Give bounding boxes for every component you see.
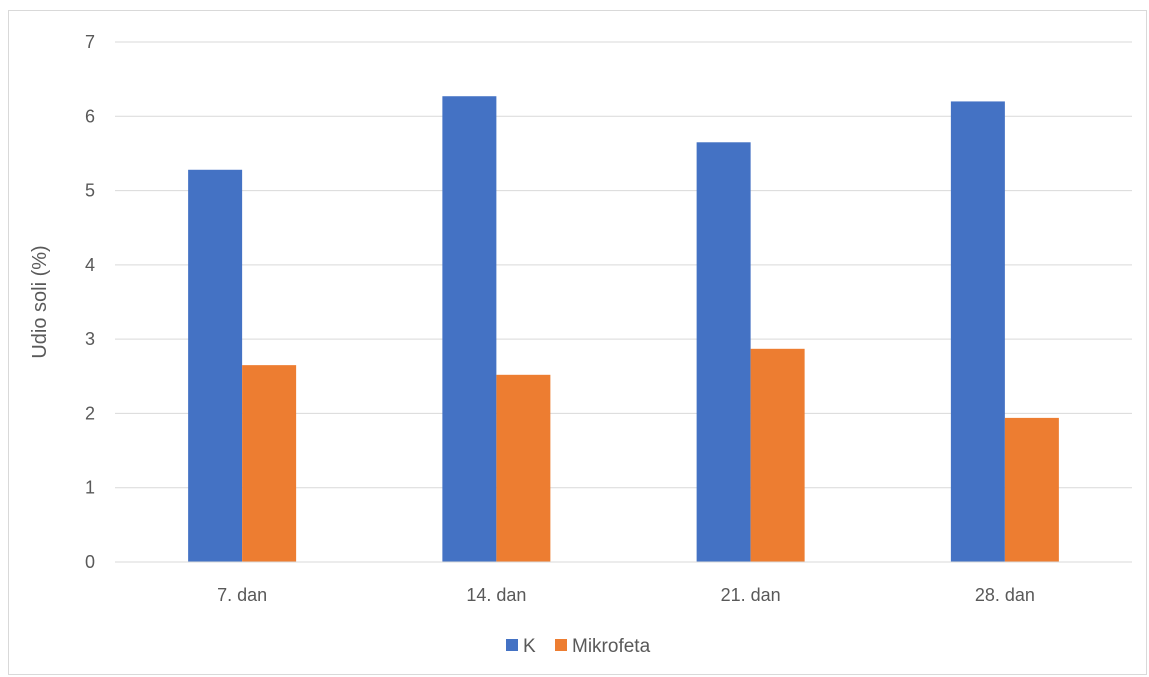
y-axis-title: Udio soli (%): [29, 245, 51, 358]
x-tick-label: 21. dan: [721, 585, 781, 605]
y-tick-label: 6: [85, 106, 95, 126]
legend-label-k: K: [523, 636, 536, 657]
bar-mikrofeta-2: [496, 374, 551, 562]
legend-swatch-k: [506, 639, 518, 651]
y-tick-label: 4: [85, 255, 95, 275]
legend-label-mikrofeta: Mikrofeta: [572, 636, 651, 657]
x-tick-label: 14. dan: [466, 585, 526, 605]
bar-mikrofeta-4: [1004, 417, 1059, 562]
x-tick-label: 28. dan: [975, 585, 1035, 605]
x-tick-label: 7. dan: [217, 585, 267, 605]
bar-k-1: [188, 169, 243, 562]
x-tick-labels: 7. dan 14. dan 21. dan 28. dan: [217, 585, 1035, 605]
bar-k-3: [696, 142, 751, 563]
bar-mikrofeta-3: [750, 348, 805, 562]
y-tick-label: 1: [85, 478, 95, 498]
bars: [115, 96, 1132, 563]
y-tick-label: 0: [85, 552, 95, 572]
y-tick-label: 2: [85, 403, 95, 423]
legend-swatch-mikrofeta: [555, 639, 567, 651]
y-tick-label: 5: [85, 181, 95, 201]
legend: K Mikrofeta: [506, 636, 651, 657]
bar-k-4: [950, 101, 1005, 562]
y-tick-label: 7: [85, 32, 95, 52]
y-tick-label: 3: [85, 329, 95, 349]
bar-mikrofeta-1: [242, 365, 297, 562]
y-tick-labels: 0 1 2 3 4 5 6 7: [85, 32, 95, 572]
bar-k-2: [442, 96, 497, 562]
